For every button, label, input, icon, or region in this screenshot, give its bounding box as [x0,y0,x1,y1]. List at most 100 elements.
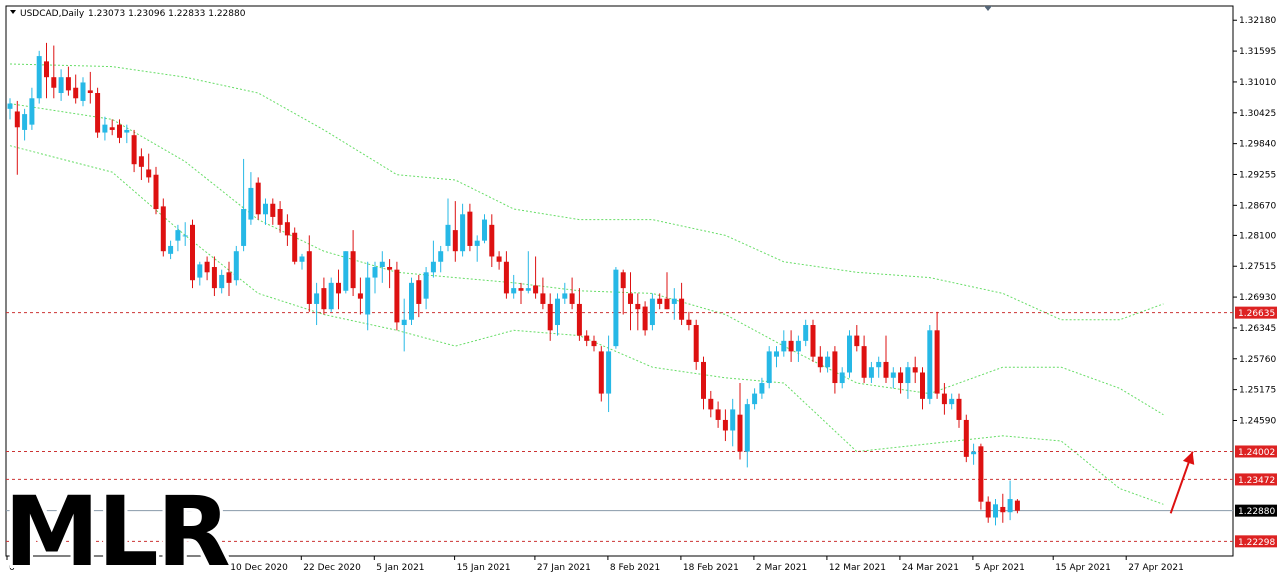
candle-body [284,222,290,236]
candle-body [102,124,108,133]
candle [284,214,290,246]
candle [204,256,210,281]
candle [350,230,356,297]
date-tick-label: 22 Dec 2020 [303,563,361,573]
candle [591,335,597,352]
candle-body [839,372,845,384]
candle [890,367,896,389]
candle-body [248,187,254,220]
candle [241,158,247,252]
candle-body [971,451,977,455]
candle [971,443,977,465]
candle [44,42,49,99]
candle [679,282,685,326]
candle [233,245,239,286]
candle [36,50,42,104]
candle [438,245,444,273]
candle [671,288,677,320]
candle [963,414,969,463]
dropdown-triangle-icon[interactable] [10,10,16,14]
price-tick-label: 1.31595 [1239,47,1276,57]
candle [744,398,750,468]
candle-body [679,298,685,320]
candle [102,116,108,141]
candle-body [1014,500,1020,511]
candle-body [241,209,247,246]
date-tick-label: 5 Jan 2021 [376,563,424,573]
candle [722,409,728,442]
candle [832,346,838,394]
candle-body [430,261,436,273]
date-tick-label: 5 Apr 2021 [975,563,1025,573]
candle [255,177,261,220]
candle [620,269,626,315]
candle [1007,480,1013,521]
candle [788,330,794,362]
candle-body [36,56,42,99]
candle [686,311,692,331]
candle [314,282,320,326]
candle-body [803,325,809,341]
candles [7,42,1020,526]
candle-body [263,203,268,215]
candle-body [759,383,765,394]
candle [912,356,918,384]
candle-body [715,409,721,420]
candle-body [379,261,385,268]
candle [87,71,93,104]
candle-body [949,398,955,405]
candle [387,259,393,289]
candle-body [993,504,998,518]
candle-body [963,419,969,457]
candle-body [438,251,444,262]
price-tick-label: 1.25175 [1239,386,1276,396]
candle [547,293,553,341]
candle-body [409,282,414,320]
candle-body [1000,506,1006,513]
candle [467,203,473,252]
candle-body [832,351,838,384]
candle-body [357,293,363,299]
candle [197,261,203,286]
candle [810,319,816,362]
candle [525,251,531,294]
price-tick-label: 1.32180 [1239,16,1276,26]
candle [292,227,298,265]
candle-body [591,340,597,347]
price-tick-label: 1.30425 [1239,109,1276,119]
candle [328,277,334,312]
candle-body [781,340,787,352]
candle [65,66,71,96]
candle [518,282,524,304]
price-tick-label: 1.29840 [1239,140,1276,150]
candle [277,201,283,233]
candle-body [336,282,341,294]
candle-body [131,135,137,165]
candle-body [7,103,13,109]
candle [701,356,706,410]
candle-body [701,361,706,399]
candle [649,293,655,331]
candle-body [190,224,195,281]
candle-body [197,264,203,278]
candle [474,235,480,262]
candle-body [277,209,283,225]
candle [759,377,765,399]
watermark-mlr: MLR [4,476,231,588]
level-price-tag [1235,445,1277,458]
trend-arrow [1169,451,1195,514]
candle-body [920,372,925,399]
candle [14,100,20,175]
candle-body [752,393,758,405]
candle [956,393,962,428]
candle [401,298,407,352]
candle-body [109,127,115,130]
level-price-label: 1.26635 [1238,309,1275,319]
level-price-label: 1.23472 [1238,476,1275,486]
candle-body [854,335,860,347]
candle [175,224,181,252]
candle [883,335,889,384]
candle-body [124,129,130,133]
candle-body [511,288,517,294]
